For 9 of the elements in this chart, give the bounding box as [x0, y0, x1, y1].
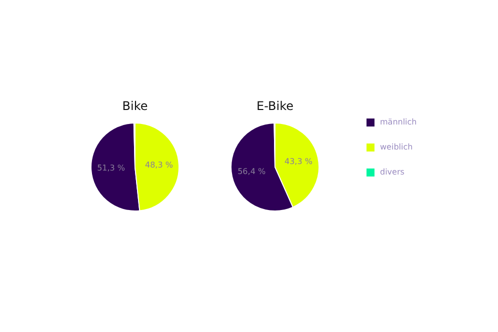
chart-title: E-Bike [256, 99, 294, 113]
legend-label: weiblich [380, 142, 413, 152]
data-label: 43,3 % [284, 156, 313, 166]
data-label: 56,4 % [238, 167, 266, 176]
data-label: 51,3 % [97, 164, 126, 173]
chart-title: Bike [122, 99, 148, 113]
legend-label: divers [380, 168, 404, 176]
legend-label: männlich [380, 118, 417, 126]
data-label: 48,3 % [144, 160, 174, 170]
